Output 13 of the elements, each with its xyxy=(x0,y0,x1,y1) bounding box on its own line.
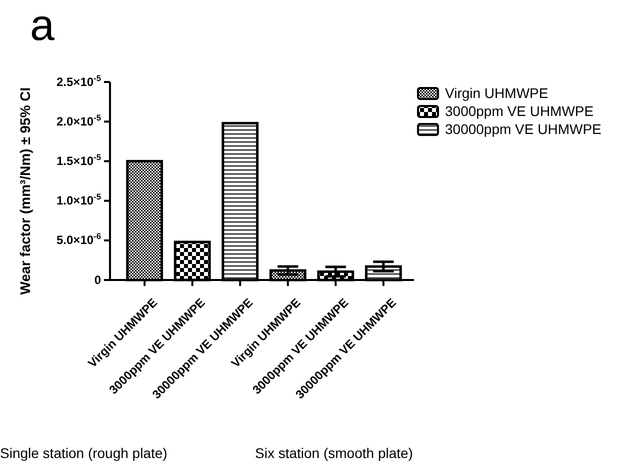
legend-label: 3000ppm VE UHMWPE xyxy=(445,103,594,119)
y-axis-title: Wear factor (mm³/Nm) ± 95% CI xyxy=(17,87,33,295)
y-tick-label: 1.0×10$^{-5}$ xyxy=(56,192,102,208)
text: Single station (rough plate) xyxy=(0,445,168,461)
legend-label: 30000ppm VE UHMWPE xyxy=(445,121,602,137)
y-tick-label: 2.0×10$^{-5}$ xyxy=(56,112,102,128)
y-tick-label: 1.5×10$^{-5}$ xyxy=(56,152,102,168)
y-tick-label: 2.5×10$^{-5}$ xyxy=(56,72,102,89)
y-tick-label: 0 xyxy=(94,272,102,287)
chart-title: a xyxy=(30,1,55,50)
y-tick-label: 5.0×10$^{-6}$ xyxy=(56,231,102,248)
legend-label: Virgin UHMWPE xyxy=(445,85,548,101)
text: Six station (smooth plate) xyxy=(255,445,413,461)
